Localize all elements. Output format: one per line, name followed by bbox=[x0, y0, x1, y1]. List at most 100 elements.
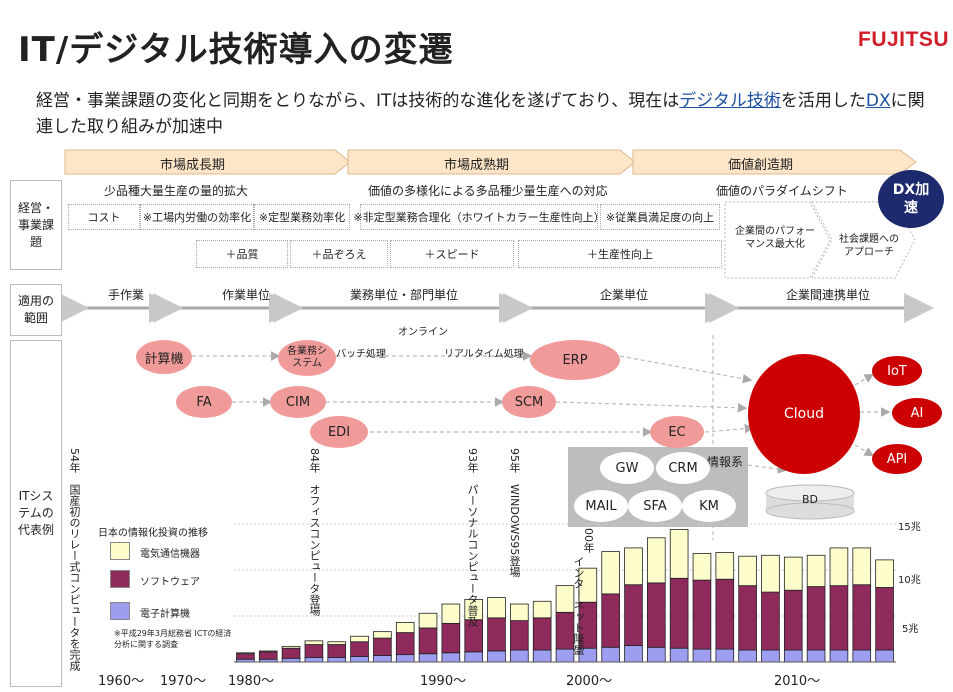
chart-source-note: ※平成29年3月総務省 ICTの経済分析に関する調査 bbox=[114, 629, 232, 649]
row-label-systems: ITシステムの代表例 bbox=[10, 340, 62, 687]
chart-bar-telecom bbox=[806, 554, 826, 587]
info-sfa: SFA bbox=[628, 490, 682, 522]
y-tick-5: 5兆 bbox=[902, 624, 919, 635]
phase-arrow-growth bbox=[64, 149, 351, 175]
chart-bar-telecom bbox=[327, 641, 347, 645]
chart-bar-telecom bbox=[532, 600, 552, 619]
subtitle-text: 経営・事業課題の変化と同期をとりながら、ITは技術的な進化を遂げており、現在は bbox=[36, 91, 680, 111]
label-realtime: リアルタイム処理 bbox=[444, 349, 524, 360]
chart-bar-software bbox=[829, 585, 849, 651]
item-productivity: ＋生産性向上 bbox=[518, 240, 722, 268]
chart-bar-computer bbox=[852, 649, 872, 663]
bubble-erp: ERP bbox=[530, 340, 620, 380]
chart-bar-computer bbox=[806, 649, 826, 663]
theme-growth: 少品種大量生産の量的拡大 bbox=[104, 184, 249, 198]
legend-swatch-software bbox=[110, 570, 130, 588]
chart-bar-telecom bbox=[852, 547, 872, 586]
chart-bar-software bbox=[258, 651, 278, 660]
item-speed: ＋スピード bbox=[390, 240, 514, 268]
chart-bar-computer bbox=[647, 646, 666, 663]
timeline-2000: 2000～ bbox=[566, 674, 613, 689]
item-non-routine: ※非定型業務合理化（ホワイトカラー生産性向上） bbox=[353, 204, 605, 230]
chart-bar-computer bbox=[373, 655, 392, 663]
scope-department: 業務単位・部門単位 bbox=[350, 288, 459, 302]
chart-title: 日本の情報化投資の推移 bbox=[98, 528, 208, 539]
chart-bar-software bbox=[669, 577, 689, 649]
legend-swatch-telecom bbox=[110, 542, 130, 560]
label-bd: BD bbox=[802, 493, 819, 506]
chart-bar-software bbox=[281, 647, 301, 659]
chart-bar-computer bbox=[783, 649, 803, 663]
bubble-ec: EC bbox=[650, 416, 704, 448]
page-title: IT/デジタル技術導入の変遷 bbox=[18, 30, 454, 70]
chart-bar-computer bbox=[487, 650, 506, 663]
chart-bar-telecom bbox=[236, 652, 255, 655]
bubble-computer: 計算機 bbox=[136, 340, 192, 374]
digital-tech-link[interactable]: デジタル技術 bbox=[679, 91, 781, 111]
legend-telecom: 電気通信機器 bbox=[140, 549, 200, 560]
subtitle-text: に関連した取り組みが加速中 bbox=[36, 91, 925, 137]
chart-bar-telecom bbox=[441, 603, 461, 624]
chart-bar-telecom bbox=[555, 585, 575, 613]
event-year-84: 84年 bbox=[308, 448, 321, 473]
chart-bar-telecom bbox=[464, 599, 483, 621]
phase-label-growth: 市場成長期 bbox=[160, 158, 226, 173]
bubble-edi: EDI bbox=[310, 416, 368, 448]
chart-bar-software bbox=[510, 620, 529, 651]
bubble-cim: CIM bbox=[270, 386, 326, 418]
info-km: KM bbox=[682, 490, 736, 522]
chart-bar-computer bbox=[464, 651, 483, 663]
y-tick-15: 15兆 bbox=[898, 522, 921, 533]
dx-badge: DX加速 bbox=[878, 170, 944, 228]
chart-bar-telecom bbox=[281, 645, 301, 649]
investment-chart bbox=[234, 523, 896, 663]
chart-bar-computer bbox=[601, 646, 620, 663]
phase-label-mature: 市場成熟期 bbox=[444, 158, 510, 173]
chart-bar-telecom bbox=[715, 552, 735, 580]
chart-bar-telecom bbox=[578, 567, 598, 603]
timeline-1970: 1970～ bbox=[160, 674, 207, 689]
chart-bar-telecom bbox=[487, 597, 506, 619]
chart-bar-software bbox=[624, 584, 643, 646]
chart-bar-telecom bbox=[624, 547, 643, 586]
item-routine-efficiency: ※定型業務効率化 bbox=[254, 204, 350, 230]
scope-inter-company: 企業間連携単位 bbox=[786, 288, 871, 302]
legend-computer: 電子計算機 bbox=[140, 609, 190, 620]
bubble-scm: SCM bbox=[502, 386, 556, 418]
row-label-business: 経営・事業課題 bbox=[10, 180, 62, 270]
chart-bar-software bbox=[304, 644, 324, 658]
info-gw: GW bbox=[600, 452, 654, 484]
timeline-1980: 1980～ bbox=[228, 674, 275, 689]
chart-bar-software bbox=[692, 579, 712, 650]
fujitsu-logo: FUJITSU bbox=[858, 28, 950, 51]
creation-chevron-1 bbox=[724, 201, 831, 279]
phase-arrow-mature bbox=[347, 149, 636, 175]
page-subtitle: 経営・事業課題の変化と同期をとりながら、ITは技術的な進化を遂げており、現在はデ… bbox=[36, 88, 926, 140]
chart-bar-computer bbox=[441, 652, 461, 663]
subtitle-text: を活用した bbox=[780, 91, 866, 111]
row-label-scope: 適用の範囲 bbox=[10, 284, 62, 336]
bubble-ai: AI bbox=[892, 398, 942, 428]
item-inter-company: 企業間のパフォーマンス最大化 bbox=[735, 226, 815, 250]
chart-bar-telecom bbox=[875, 559, 894, 588]
chart-bar-telecom bbox=[692, 553, 712, 581]
chart-bar-telecom bbox=[350, 635, 369, 643]
event-year-95: 95年 bbox=[508, 448, 521, 473]
event-year-54: 54年 bbox=[68, 448, 81, 473]
event-text-84: オフィスコンピュータ登場 bbox=[308, 484, 321, 616]
chart-bar-software bbox=[487, 617, 506, 652]
chart-bar-software bbox=[236, 653, 255, 660]
item-factory-efficiency: ※工場内労働の効率化 bbox=[140, 204, 254, 230]
y-tick-10: 10兆 bbox=[898, 575, 921, 586]
chart-bar-telecom bbox=[395, 622, 415, 633]
dx-link[interactable]: DX bbox=[865, 91, 891, 111]
event-year-00: 00年 bbox=[582, 528, 595, 553]
bubble-business-systems: 各業務システム bbox=[278, 340, 336, 376]
scope-company: 企業単位 bbox=[600, 288, 649, 302]
chart-bar-computer bbox=[510, 649, 529, 663]
theme-mature: 価値の多様化による多品種少量生産への対応 bbox=[368, 184, 608, 198]
chart-bar-telecom bbox=[783, 556, 803, 591]
phase-arrow-creation bbox=[632, 149, 917, 175]
chart-bar-software bbox=[852, 584, 872, 651]
